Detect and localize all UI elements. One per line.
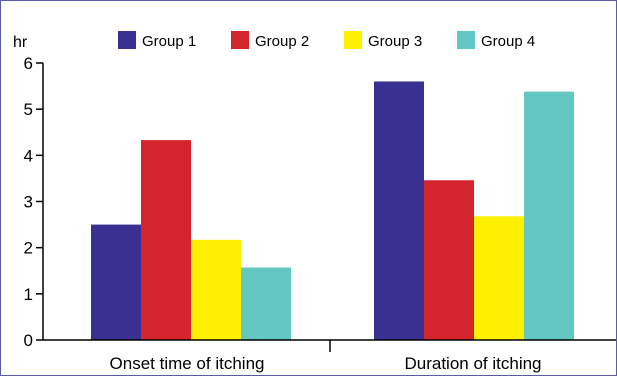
bars	[91, 81, 574, 340]
y-tick-label: 1	[24, 285, 33, 304]
legend-swatch	[344, 31, 362, 49]
bar-group-4-0	[241, 267, 291, 340]
x-category-label: Onset time of itching	[110, 354, 265, 373]
legend-label: Group 1	[142, 33, 196, 50]
legend-swatch	[457, 31, 475, 49]
y-tick-label: 0	[24, 331, 33, 350]
bar-group-3-1	[474, 216, 524, 340]
y-tick-label: 5	[24, 100, 33, 119]
legend: Group 1 Group 2 Group 3 Group 4	[118, 31, 535, 50]
x-axis-category-labels: Onset time of itching Duration of itching	[110, 354, 542, 373]
legend-label: Group 3	[368, 33, 422, 50]
legend-label: Group 4	[481, 33, 535, 50]
y-axis-ticks: 0 1 2 3 4 5 6	[24, 54, 43, 350]
bar-group-4-1	[524, 91, 574, 340]
y-tick-label: 3	[24, 193, 33, 212]
legend-label: Group 2	[255, 33, 309, 50]
y-tick-label: 4	[24, 146, 33, 165]
bar-group-1-0	[91, 224, 141, 340]
legend-swatch	[231, 31, 249, 49]
y-axis-unit-label: hr	[13, 34, 28, 51]
bar-group-1-1	[374, 81, 424, 340]
bar-group-2-1	[424, 180, 474, 340]
x-category-label: Duration of itching	[404, 354, 541, 373]
bar-group-3-0	[191, 239, 241, 340]
legend-swatch	[118, 31, 136, 49]
bar-group-2-0	[141, 140, 191, 340]
y-tick-label: 6	[24, 54, 33, 73]
y-tick-label: 2	[24, 239, 33, 258]
